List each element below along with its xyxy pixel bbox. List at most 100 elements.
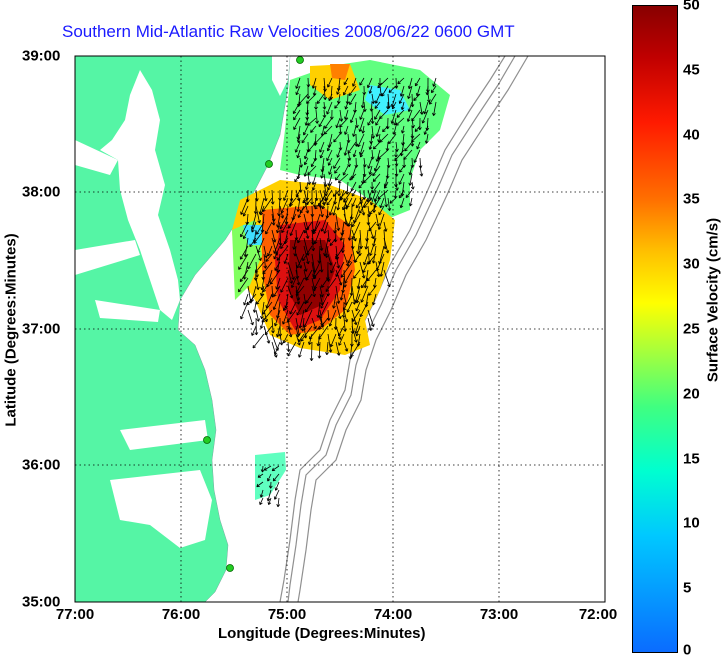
velocity-arrow (405, 189, 413, 199)
velocity-arrow (260, 301, 265, 320)
velocity-arrow (263, 325, 271, 344)
velocity-arrow (287, 213, 297, 229)
velocity-arrow (335, 269, 343, 286)
velocity-arrow (319, 285, 324, 298)
velocity-arrow (407, 101, 413, 112)
velocity-arrow (339, 189, 345, 201)
chart-title: Southern Mid-Atlantic Raw Velocities 200… (62, 22, 515, 41)
velocity-arrow (359, 197, 366, 216)
velocity-arrow (366, 77, 373, 89)
velocity-arrow (259, 205, 265, 216)
velocity-arrow (406, 109, 413, 122)
velocity-arrow (320, 213, 329, 232)
velocity-arrow (269, 269, 281, 285)
velocity-arrow (430, 85, 437, 94)
colorbar-tick: 35 (683, 190, 700, 208)
velocity-arrow (242, 205, 249, 217)
velocity-arrow (279, 213, 289, 230)
velocity-arrow (396, 109, 405, 118)
y-tick-label: 36:00 (22, 456, 61, 474)
bay-inlet (75, 240, 140, 275)
velocity-arrow (301, 133, 309, 144)
velocity-arrow (280, 277, 289, 293)
velocity-arrow (276, 497, 281, 508)
velocity-arrow (394, 157, 399, 167)
velocity-arrow (372, 173, 381, 182)
velocity-patch-north-orange (330, 64, 350, 80)
velocity-arrow (305, 269, 313, 281)
velocity-arrow (386, 101, 390, 110)
velocity-arrow (319, 141, 325, 153)
velocity-arrow (355, 117, 359, 129)
velocity-arrow (304, 117, 309, 126)
velocity-arrow (266, 489, 272, 502)
velocity-arrow (306, 85, 311, 99)
velocity-arrow (263, 309, 269, 323)
velocity-arrow (419, 165, 424, 177)
velocity-arrow (342, 85, 349, 96)
velocity-arrow (388, 133, 397, 145)
velocity-arrow (367, 317, 373, 331)
velocity-arrow (408, 165, 413, 176)
velocity-arrow (358, 181, 365, 189)
velocity-arrow (382, 125, 389, 133)
velocity-arrow (328, 197, 337, 216)
colorbar-tick: 50 (683, 0, 700, 14)
velocity-arrow (355, 293, 361, 304)
velocity-arrow (352, 309, 361, 322)
velocity-arrow (321, 197, 329, 210)
velocity-arrow (271, 465, 280, 472)
velocity-arrow (323, 221, 329, 234)
velocity-arrow (371, 293, 377, 306)
velocity-arrow (364, 237, 369, 250)
velocity-arrow (343, 309, 349, 323)
velocity-arrow (354, 317, 361, 334)
velocity-arrow (319, 253, 324, 273)
velocity-arrow (334, 165, 341, 174)
velocity-arrow (368, 165, 373, 175)
velocity-arrow (351, 189, 357, 197)
velocity-arrow (329, 237, 337, 247)
velocity-arrow (357, 133, 365, 148)
velocity-arrow (319, 317, 325, 328)
velocity-arrow (339, 229, 345, 241)
velocity-arrow (359, 109, 365, 120)
velocity-arrow (303, 149, 309, 160)
velocity-arrow (297, 205, 305, 219)
velocity-arrow (355, 325, 361, 337)
velocity-arrow (255, 205, 261, 224)
velocity-arrow (400, 101, 405, 111)
velocity-arrow (360, 285, 369, 303)
velocity-arrow (371, 93, 376, 104)
velocity-arrow (337, 325, 345, 337)
velocity-arrow (389, 197, 397, 204)
velocity-arrow (326, 141, 333, 152)
velocity-arrow (361, 125, 366, 134)
x-tick-label: 77:00 (55, 606, 95, 623)
velocity-arrows (238, 77, 437, 508)
x-tick-label: 73:00 (479, 606, 519, 623)
velocity-arrow (296, 149, 301, 159)
velocity-arrow (383, 221, 388, 232)
velocity-arrow (326, 101, 333, 115)
velocity-arrow (311, 237, 316, 252)
velocity-arrow (343, 77, 349, 86)
velocity-arrow (265, 253, 273, 262)
plot-frame (74, 55, 606, 603)
velocity-arrow (256, 221, 265, 235)
velocity-arrow (373, 157, 381, 172)
velocity-arrow (320, 293, 329, 309)
velocity-arrow (421, 109, 429, 124)
velocity-arrow (356, 237, 361, 254)
velocity-arrow (322, 101, 327, 110)
velocity-arrow (374, 109, 381, 120)
velocity-arrow (313, 269, 321, 280)
velocity-arrow (338, 141, 343, 151)
velocity-arrow (343, 253, 350, 267)
velocity-arrow (302, 125, 309, 136)
velocity-arrow (313, 277, 321, 290)
velocity-arrow (335, 325, 342, 340)
velocity-arrow (343, 141, 349, 156)
sound-inlet (120, 420, 208, 450)
velocity-arrow (255, 309, 260, 322)
